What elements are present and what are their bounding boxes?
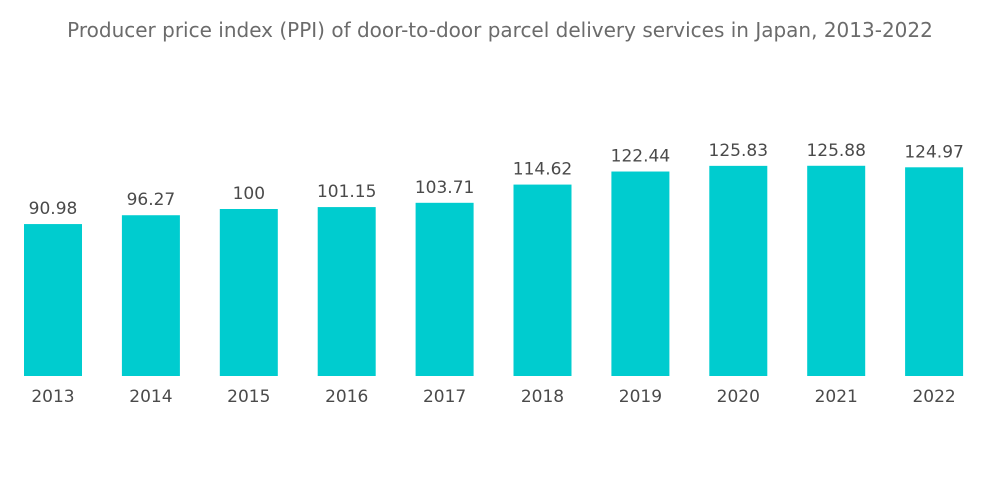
x-tick-label-2022: 2022	[912, 387, 955, 407]
x-tick-label-2015: 2015	[227, 387, 270, 407]
value-label-2015: 100	[233, 184, 265, 204]
x-tick-label-2013: 2013	[31, 387, 74, 407]
x-tick-label-2017: 2017	[423, 387, 466, 407]
x-tick-label-2020: 2020	[717, 387, 760, 407]
bar-2020	[709, 165, 768, 376]
x-tick-label-2021: 2021	[815, 387, 858, 407]
x-tick-label-2019: 2019	[619, 387, 662, 407]
value-labels-group: 90.98 96.27 100 101.15 103.71 114.62 122.44 125…	[29, 141, 964, 219]
value-label-2018: 114.62	[513, 160, 572, 180]
value-label-2019: 122.44	[611, 147, 670, 167]
x-tick-label-2016: 2016	[325, 387, 368, 407]
bar-2014	[121, 215, 180, 376]
bar-2016	[317, 207, 376, 376]
bar-2019	[611, 171, 670, 376]
bar-2021	[807, 165, 866, 376]
bars-group	[24, 165, 964, 376]
x-tick-label-2014: 2014	[129, 387, 172, 407]
value-label-2016: 101.15	[317, 182, 376, 202]
value-label-2014: 96.27	[127, 190, 176, 210]
bar-2015	[219, 209, 278, 376]
bar-2018	[513, 184, 572, 376]
value-label-2013: 90.98	[29, 199, 78, 219]
x-axis-tick-labels: 2013 2014 2015 2016 2017 2018 2019 2020 2021 2022	[31, 387, 955, 407]
bar-2013	[24, 224, 82, 376]
bar-2022	[905, 167, 964, 376]
x-tick-label-2018: 2018	[521, 387, 564, 407]
value-label-2020: 125.83	[709, 141, 768, 161]
chart-title: Producer price index (PPI) of door-to-do…	[67, 18, 933, 42]
value-label-2021: 125.88	[806, 141, 865, 161]
bar-2017	[415, 202, 474, 376]
value-label-2017: 103.71	[415, 178, 474, 198]
value-label-2022: 124.97	[904, 142, 963, 162]
